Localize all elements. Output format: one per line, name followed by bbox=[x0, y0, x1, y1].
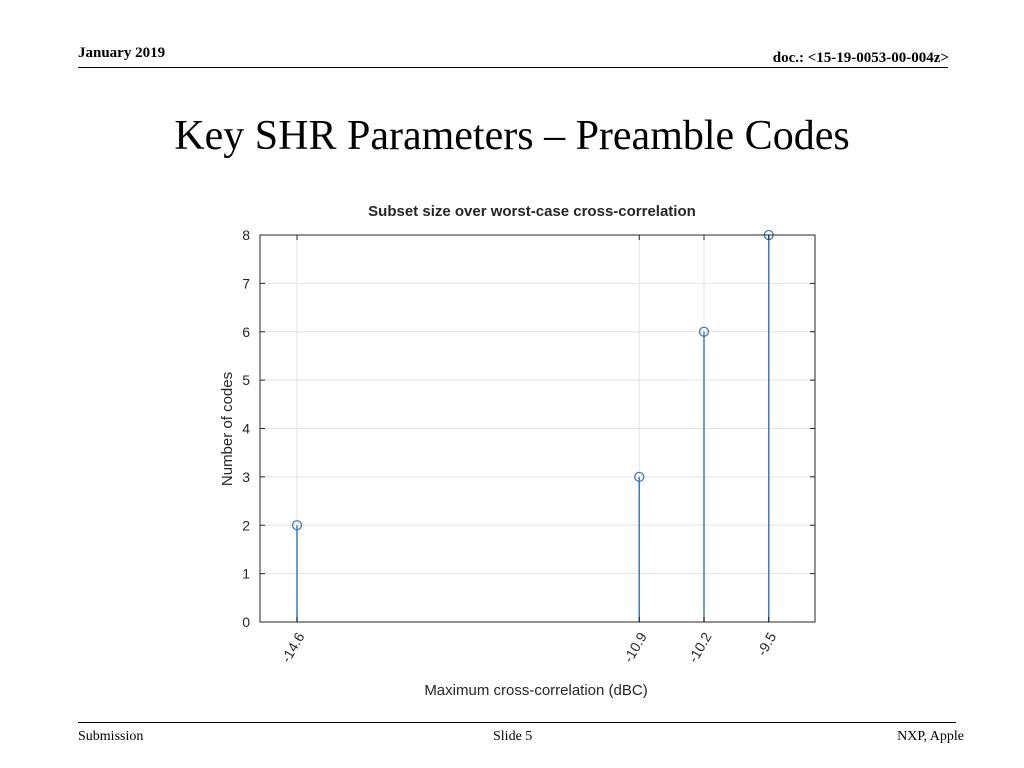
header-date: January 2019 bbox=[78, 45, 166, 61]
y-tick-label: 5 bbox=[242, 372, 250, 388]
axes bbox=[259, 234, 816, 623]
grid-lines bbox=[260, 234, 815, 623]
footer-slide-number: Slide 5 bbox=[493, 729, 533, 744]
x-tick-label: -10.9 bbox=[620, 629, 650, 665]
y-tick-label: 8 bbox=[242, 227, 250, 243]
stem-marker bbox=[698, 326, 710, 337]
footer-divider bbox=[78, 722, 956, 723]
header-doc-id: doc.: <15-19-0053-00-004z> bbox=[772, 50, 949, 66]
stem-chart: Subset size over worst-case cross-correl… bbox=[219, 203, 816, 699]
header-divider bbox=[78, 67, 948, 68]
footer-submission: Submission bbox=[78, 729, 144, 744]
data-stems bbox=[291, 229, 774, 622]
y-axis-label: Number of codes bbox=[219, 372, 236, 486]
y-tick-label: 4 bbox=[242, 421, 250, 437]
stem-marker bbox=[291, 520, 303, 531]
x-tick-label: -14.6 bbox=[278, 629, 308, 665]
y-tick-label: 2 bbox=[242, 517, 250, 533]
y-tick-label: 0 bbox=[242, 614, 250, 630]
slide-title: Key SHR Parameters – Preamble Codes bbox=[174, 113, 850, 159]
chart-container: Subset size over worst-case cross-correl… bbox=[200, 190, 840, 710]
footer-authors: NXP, Apple bbox=[897, 729, 964, 744]
tick-labels: 0 1 2 3 4 5 6 7 8 -14.6 -10.9 -10.2 -9.5 bbox=[242, 227, 779, 665]
y-tick-label: 1 bbox=[242, 566, 250, 582]
x-axis-label: Maximum cross-correlation (dBC) bbox=[424, 682, 647, 699]
x-tick-label: -10.2 bbox=[685, 629, 715, 665]
x-tick-label: -9.5 bbox=[753, 629, 779, 658]
stem-marker bbox=[634, 471, 645, 483]
y-tick-label: 6 bbox=[242, 324, 250, 340]
y-tick-label: 3 bbox=[242, 469, 250, 485]
chart-title: Subset size over worst-case cross-correl… bbox=[368, 203, 696, 220]
y-tick-label: 7 bbox=[242, 275, 250, 291]
